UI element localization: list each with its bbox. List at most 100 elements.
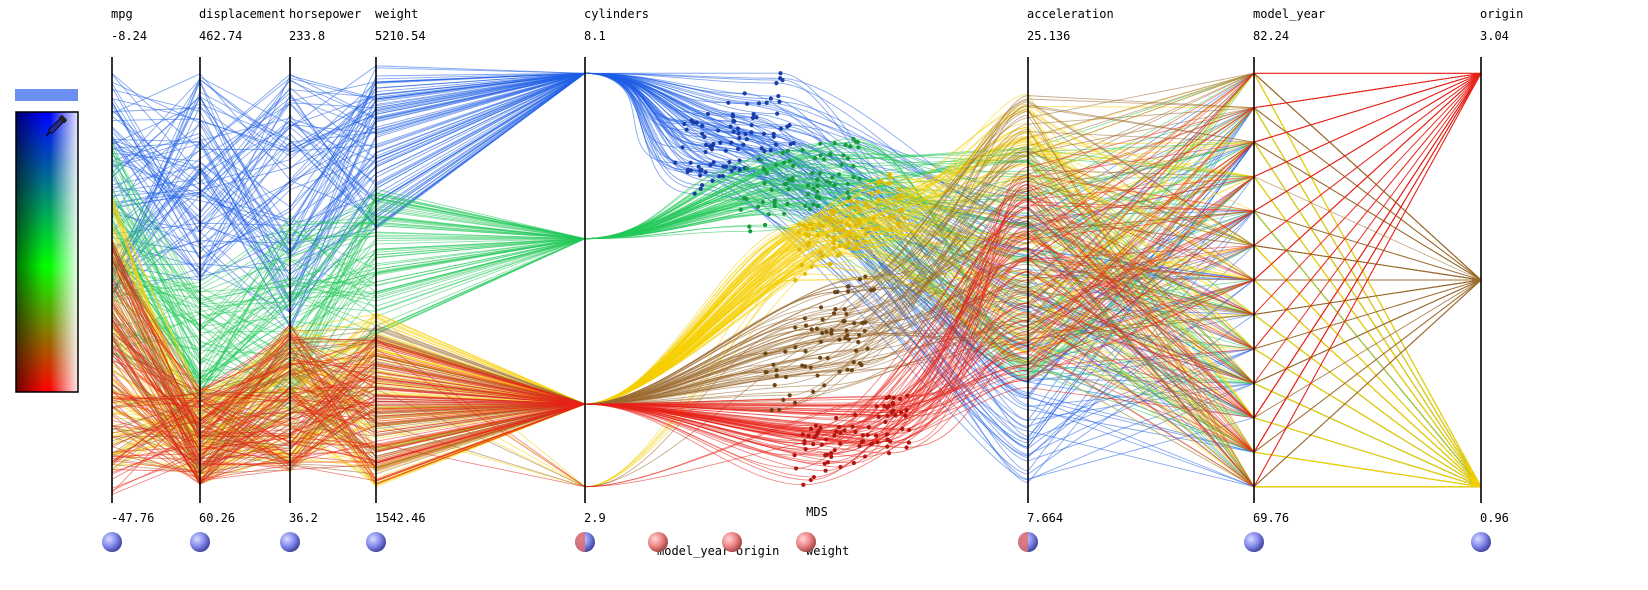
mds-point bbox=[838, 464, 843, 470]
axis-min-label: 1542.46 bbox=[375, 511, 426, 525]
mds-point bbox=[893, 413, 898, 418]
axis-min-label: 7.664 bbox=[1027, 511, 1063, 525]
mds-point bbox=[814, 326, 820, 331]
mds-point bbox=[853, 348, 859, 353]
mds-point bbox=[824, 329, 829, 334]
axis-max-label: 5210.54 bbox=[375, 29, 426, 43]
mds-point bbox=[810, 227, 815, 232]
mds-point bbox=[904, 445, 909, 450]
mds-point bbox=[878, 179, 884, 184]
mds-point bbox=[898, 396, 903, 402]
mds-point bbox=[793, 325, 798, 330]
mds-point bbox=[763, 351, 768, 356]
mds-point bbox=[728, 124, 733, 129]
mds-point bbox=[897, 186, 902, 192]
axis-handle-cylinders[interactable] bbox=[575, 532, 595, 552]
mds-point bbox=[694, 120, 699, 125]
mds-point bbox=[882, 403, 887, 408]
mds-point bbox=[816, 428, 821, 434]
mds-point bbox=[790, 175, 795, 180]
axis-min-label: 2.9 bbox=[584, 511, 606, 525]
mds-point bbox=[801, 223, 806, 228]
mds-point bbox=[845, 181, 850, 187]
mds-point bbox=[673, 160, 678, 165]
mds-point bbox=[847, 216, 853, 221]
mds-point bbox=[849, 198, 854, 204]
mds-point bbox=[736, 131, 741, 136]
mds-point bbox=[906, 440, 912, 445]
mds-point bbox=[885, 444, 890, 449]
mds-point bbox=[766, 212, 771, 217]
mds-point bbox=[782, 182, 787, 187]
mds-point bbox=[851, 164, 856, 169]
axis-handle-mpg[interactable] bbox=[102, 532, 122, 552]
axis-handles-layer[interactable] bbox=[102, 532, 1491, 552]
mds-dimension-handle[interactable] bbox=[722, 532, 742, 552]
mds-point bbox=[837, 243, 842, 249]
mds-point bbox=[829, 451, 834, 456]
axis-handle-horsepower[interactable] bbox=[280, 532, 300, 552]
mds-point bbox=[875, 440, 880, 445]
axis-min-label: -47.76 bbox=[111, 511, 154, 525]
mds-point bbox=[705, 111, 711, 117]
mds-point bbox=[808, 477, 813, 483]
mds-point bbox=[717, 174, 722, 179]
mds-point bbox=[812, 156, 818, 161]
axis-max-label: 25.136 bbox=[1027, 29, 1070, 43]
mds-point bbox=[754, 115, 759, 120]
mds-point bbox=[818, 425, 823, 430]
axis-handle-model_year[interactable] bbox=[1244, 532, 1264, 552]
axis-max-label: 82.24 bbox=[1253, 29, 1289, 43]
mds-point bbox=[865, 226, 870, 232]
mds-point bbox=[859, 439, 864, 445]
mds-point bbox=[786, 177, 791, 182]
mds-point bbox=[845, 289, 851, 294]
axis-handle-weight[interactable] bbox=[366, 532, 386, 552]
mds-point bbox=[731, 129, 736, 134]
mds-point bbox=[834, 429, 839, 434]
mds-point bbox=[839, 219, 844, 224]
mds-point bbox=[726, 100, 731, 105]
mds-point bbox=[829, 331, 834, 336]
mds-point bbox=[897, 193, 902, 198]
mds-point bbox=[851, 175, 856, 180]
mds-point bbox=[846, 337, 852, 342]
mds-point bbox=[832, 182, 837, 188]
mds-point bbox=[772, 200, 777, 205]
mds-point bbox=[876, 197, 881, 202]
mds-point bbox=[703, 149, 708, 155]
mds-point bbox=[800, 432, 805, 437]
mds-point bbox=[887, 394, 892, 399]
mds-point bbox=[845, 333, 850, 338]
mds-point bbox=[808, 365, 813, 370]
axis-max-label: 462.74 bbox=[199, 29, 242, 43]
mds-point bbox=[797, 247, 802, 252]
mds-point bbox=[802, 271, 808, 276]
data-polyline bbox=[111, 263, 1482, 484]
mds-point bbox=[828, 152, 833, 157]
color-legend[interactable] bbox=[15, 89, 79, 393]
mds-dimension-handle[interactable] bbox=[648, 532, 668, 552]
axis-handle-origin[interactable] bbox=[1471, 532, 1491, 552]
mds-point bbox=[853, 429, 858, 435]
axis-max-label: 8.1 bbox=[584, 29, 606, 43]
eyedropper-icon[interactable] bbox=[43, 115, 67, 139]
mds-dimension-handle[interactable] bbox=[796, 532, 816, 552]
axis-title-model_year: model_year bbox=[1253, 7, 1325, 21]
data-polyline bbox=[111, 141, 1482, 488]
mds-point bbox=[810, 171, 815, 176]
mds-point bbox=[845, 233, 850, 238]
mds-point bbox=[853, 223, 858, 228]
mds-point bbox=[818, 141, 823, 146]
axis-handle-displacement[interactable] bbox=[190, 532, 210, 552]
mds-point bbox=[780, 151, 785, 156]
mds-point bbox=[856, 339, 861, 345]
data-polyline bbox=[111, 72, 1482, 488]
mds-point bbox=[829, 328, 834, 333]
mds-dimension-label: weight bbox=[806, 544, 849, 558]
axis-handle-acceleration[interactable] bbox=[1018, 532, 1038, 552]
mds-point bbox=[732, 165, 737, 170]
mds-point bbox=[769, 408, 774, 413]
mds-point bbox=[787, 393, 792, 398]
